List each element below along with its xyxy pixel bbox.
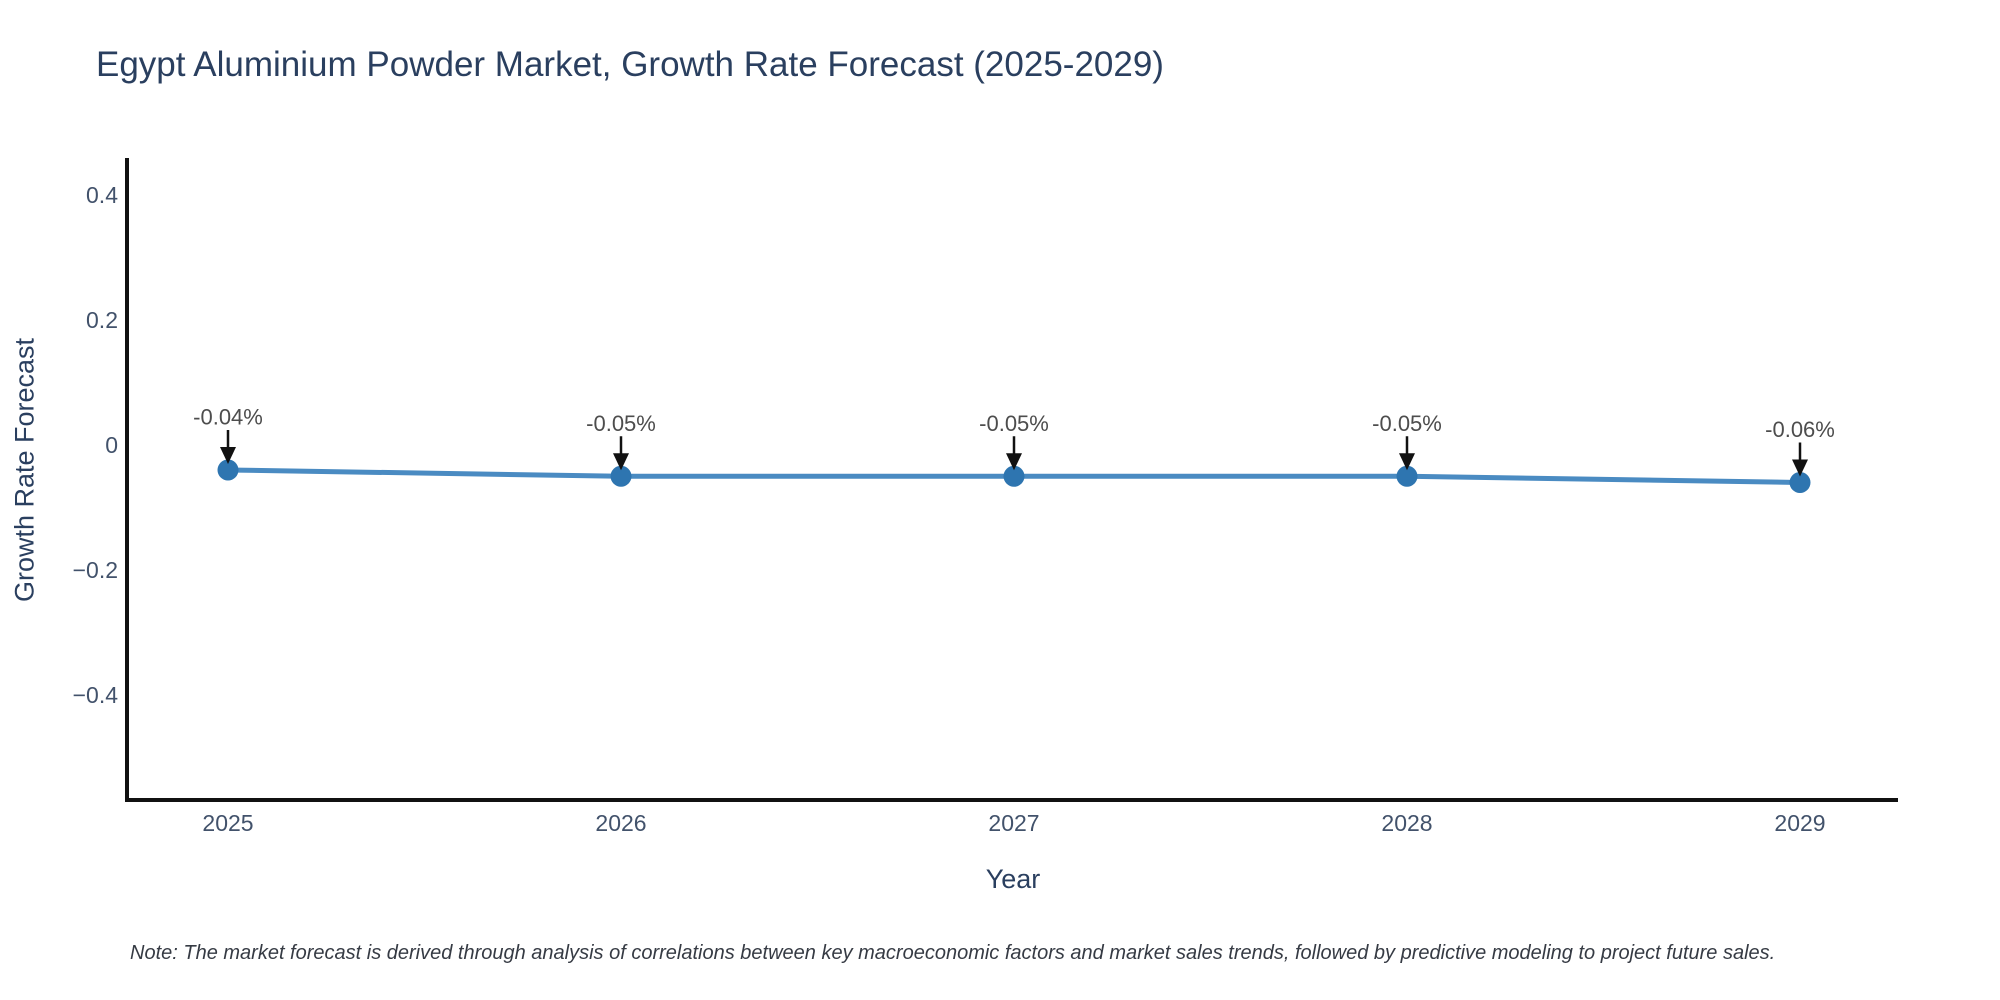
x-tick-label: 2028	[1381, 810, 1432, 836]
x-axis-title: Year	[985, 864, 1041, 894]
x-tick-label: 2026	[595, 810, 646, 836]
x-tick-label: 2029	[1774, 810, 1825, 836]
data-point-marker[interactable]	[1003, 465, 1025, 487]
data-point-label: -0.05%	[586, 411, 656, 436]
data-point-marker[interactable]	[1789, 472, 1811, 493]
annotation-arrow-head	[613, 453, 629, 471]
data-point-label: -0.06%	[1765, 417, 1835, 442]
y-tick-label: −0.2	[73, 557, 118, 583]
y-tick-label: 0.2	[86, 307, 118, 333]
data-point-marker[interactable]	[217, 459, 239, 481]
chart-title: Egypt Aluminium Powder Market, Growth Ra…	[96, 45, 1164, 84]
y-tick-label: −0.4	[73, 682, 119, 708]
data-point-label: -0.05%	[979, 411, 1049, 436]
data-point-marker[interactable]	[610, 465, 632, 487]
y-tick-label: 0	[105, 432, 118, 458]
x-tick-label: 2025	[202, 810, 253, 836]
x-tick-label: 2027	[988, 810, 1039, 836]
annotation-arrow-head	[1006, 453, 1022, 471]
data-point-label: -0.05%	[1372, 411, 1442, 436]
annotation-arrow-head	[220, 447, 236, 464]
annotation-arrow-head	[1792, 459, 1808, 477]
y-axis-title: Growth Rate Forecast	[9, 337, 40, 603]
data-point-label: -0.04%	[193, 405, 263, 430]
annotation-arrow-head	[1399, 453, 1415, 471]
y-tick-label: 0.4	[86, 182, 118, 208]
data-point-marker[interactable]	[1396, 465, 1418, 487]
footnote: Note: The market forecast is derived thr…	[130, 942, 1776, 964]
